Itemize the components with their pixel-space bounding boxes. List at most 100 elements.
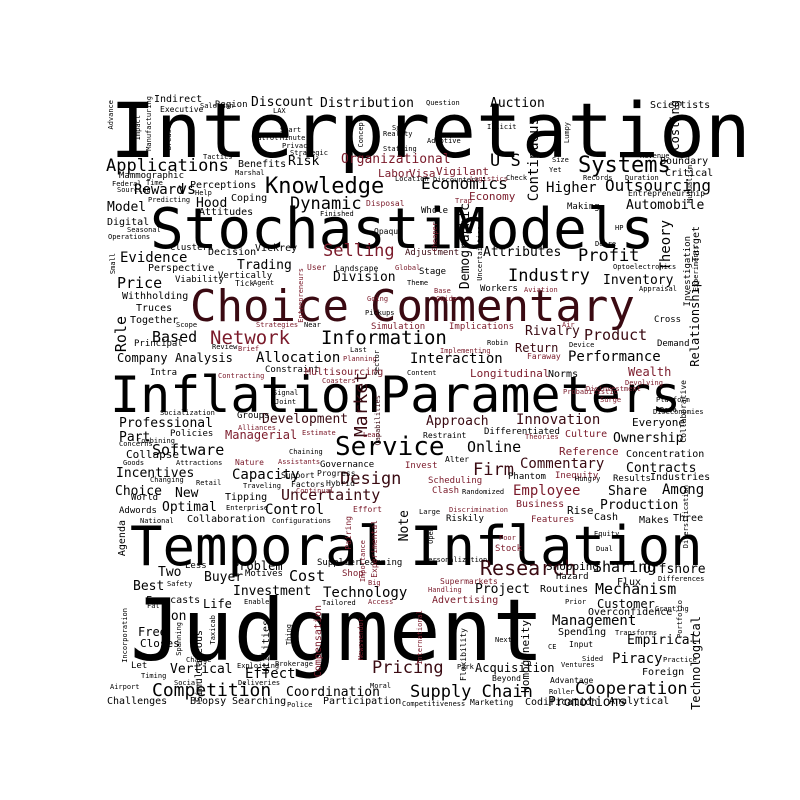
- word-thing: Thing: [285, 624, 293, 646]
- word-clusters: Clusters: [170, 243, 214, 253]
- word-wealth: Wealth: [628, 365, 672, 379]
- word-inflation-mid: Inflation: [110, 366, 381, 424]
- word-access: Access: [368, 598, 394, 606]
- word-allocation: Allocation: [256, 350, 341, 366]
- word-learning: Learning: [359, 558, 403, 568]
- word-size: Size: [552, 156, 569, 164]
- word-alter: Alter: [445, 455, 470, 464]
- word-robin: Robin: [487, 339, 509, 347]
- word-vertical: Vertical: [170, 662, 233, 677]
- word-staffing: Staffing: [383, 145, 417, 153]
- word-entrepreneurship: Entrepreneurship: [628, 189, 706, 198]
- word-ce: CE: [548, 643, 557, 651]
- word-socialization: Socialization: [160, 409, 215, 417]
- word-help: Help: [195, 189, 212, 197]
- word-strategies: Strategies: [256, 321, 299, 329]
- word-transforms: Transforms: [615, 629, 658, 637]
- word-participation: Participation: [323, 696, 402, 707]
- word-rivalry: Rivalry: [525, 324, 580, 339]
- word-reward: Reward: [134, 182, 185, 198]
- word-spanning: Spanning: [175, 622, 183, 656]
- word-vertically: Vertically: [218, 271, 273, 281]
- word-hood: Hood: [196, 196, 228, 211]
- word-check: Check: [506, 174, 528, 182]
- word-seasonal: Seasonal: [127, 226, 161, 234]
- word-risk: Risk: [288, 154, 320, 169]
- word-incorporation: Incorporation: [121, 608, 129, 663]
- word-project: Project: [475, 582, 530, 597]
- word-region: Region: [215, 100, 248, 110]
- word-buyer: Buyer: [204, 570, 244, 585]
- word-performance: Performance: [568, 349, 661, 365]
- word-choice-small: Choice: [115, 484, 162, 499]
- word-simulation: Simulation: [371, 322, 426, 332]
- word-capabilities: Capabilities: [374, 395, 382, 446]
- word-scheduling: Scheduling: [428, 476, 483, 486]
- word-guide: Guide: [436, 295, 458, 303]
- word-simultaneous: Simultaneous: [194, 630, 205, 703]
- word-time: Time: [146, 179, 163, 187]
- word-managerial: Managerial: [225, 428, 298, 442]
- word-cost: Cost: [289, 567, 326, 585]
- word-design: Design: [340, 469, 402, 489]
- word-prior: Prior: [565, 598, 587, 606]
- word-withholding: Withholding: [122, 291, 189, 302]
- word-two: Two: [158, 565, 182, 580]
- word-planning: Planning: [343, 355, 377, 363]
- word-spending: Spending: [558, 627, 607, 638]
- word-inflation-big: Inflation: [410, 515, 703, 578]
- word-non: Non: [163, 609, 187, 624]
- word-signal: Signal: [273, 389, 299, 397]
- word-technology: Technology: [323, 585, 408, 601]
- word-surge: Surge: [600, 396, 622, 404]
- word-user: User: [307, 263, 327, 272]
- word-large: Large: [419, 508, 441, 516]
- word-lax: LAX: [273, 107, 286, 115]
- word-records: Records: [583, 174, 613, 182]
- word-three: Three: [673, 513, 704, 524]
- word-tactics: Tactics: [203, 153, 233, 161]
- word-lumpy: Lumpy: [563, 122, 571, 144]
- word-vs: vs: [178, 180, 197, 198]
- word-together: Together: [130, 315, 179, 326]
- word-price: Price: [117, 274, 163, 292]
- word-tipping: Tipping: [225, 492, 268, 503]
- word-piracy: Piracy: [612, 651, 663, 667]
- word-concerns: Concerns: [119, 440, 153, 448]
- word-shop: Shop: [342, 569, 364, 579]
- word-estimate: Estimate: [302, 429, 336, 437]
- word-marshal: Marshal: [235, 169, 265, 177]
- word-national: National: [140, 517, 174, 525]
- word-best: Best: [133, 579, 165, 594]
- word-problem: Problem: [232, 559, 283, 573]
- word-research: Research: [480, 556, 577, 580]
- word-phantom: Phantom: [508, 472, 546, 482]
- word-granting: Granting: [655, 605, 689, 613]
- word-perceptions: Perceptions: [190, 180, 257, 191]
- word-trading: Trading: [237, 258, 292, 273]
- word-privacy: Privacy: [282, 142, 312, 150]
- word-differences: Differences: [658, 575, 705, 583]
- word-global: Global: [395, 264, 421, 272]
- word-vickrey: Vickrey: [255, 243, 298, 254]
- word-factors: Factors: [291, 480, 325, 489]
- word-collapse: Collapse: [126, 448, 179, 461]
- word-hp: HP: [615, 224, 624, 232]
- word-development: Development: [262, 412, 349, 427]
- word-free: Free: [138, 625, 167, 639]
- word-location: Location: [395, 175, 429, 183]
- word-indirect: Indirect: [154, 94, 203, 105]
- word-continuous: Continuous: [526, 117, 542, 202]
- word-us: U S: [490, 151, 521, 171]
- word-adjustment: Adjustment: [405, 248, 460, 258]
- word-shopping: Shopping: [546, 560, 599, 573]
- word-hazard: Hazard: [556, 572, 589, 582]
- word-finished: Finished: [320, 210, 354, 218]
- word-sector: Sector: [373, 350, 381, 376]
- word-optoelectronics: Optoelectronics: [613, 263, 677, 271]
- word-collaboration: Collaboration: [187, 514, 266, 525]
- word-management: Management: [552, 613, 637, 629]
- word-intra: Intra: [150, 368, 178, 378]
- word-analytical: Analytical: [609, 696, 670, 707]
- word-distribution: Distribution: [320, 96, 414, 111]
